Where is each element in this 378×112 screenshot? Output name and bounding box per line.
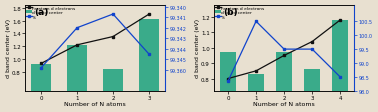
Fe atom d electrons: [310, 42, 314, 43]
Fe atom d electrons: [254, 71, 258, 72]
S: [226, 81, 230, 82]
Line: S: S: [40, 14, 150, 69]
Bar: [220, 53, 236, 112]
Bar: [139, 20, 159, 112]
Fe atom d electrons: [338, 20, 342, 22]
S: [254, 21, 258, 23]
S: [147, 54, 151, 55]
Line: Fe atom d electrons: Fe atom d electrons: [227, 19, 342, 80]
Legend: Fe atom d electrons, d band center, S: Fe atom d electrons, d band center, S: [215, 6, 265, 20]
Legend: Fe atom d electrons, d band center, S: Fe atom d electrons, d band center, S: [26, 6, 76, 20]
Y-axis label: d band center (eV): d band center (eV): [6, 19, 11, 78]
Fe atom d electrons: [111, 37, 115, 38]
S: [111, 14, 115, 16]
Bar: [304, 70, 320, 112]
Y-axis label: d band center (eV): d band center (eV): [195, 19, 200, 78]
Bar: [333, 21, 348, 112]
Text: (a): (a): [35, 8, 49, 17]
Fe atom d electrons: [75, 45, 79, 46]
Fe atom d electrons: [147, 14, 151, 16]
S: [338, 77, 342, 78]
S: [39, 67, 43, 69]
Bar: [31, 64, 51, 112]
X-axis label: Number of N atoms: Number of N atoms: [253, 102, 315, 107]
S: [75, 28, 79, 29]
Fe atom d electrons: [226, 78, 230, 80]
Bar: [67, 45, 87, 112]
Bar: [103, 69, 123, 112]
Bar: [276, 53, 292, 112]
S: [310, 49, 314, 50]
Bar: [248, 74, 264, 112]
S: [282, 49, 287, 50]
Line: Fe atom d electrons: Fe atom d electrons: [40, 14, 150, 65]
Fe atom d electrons: [39, 63, 43, 65]
X-axis label: Number of N atoms: Number of N atoms: [64, 102, 126, 107]
Text: (b): (b): [224, 8, 239, 17]
Line: S: S: [227, 21, 342, 83]
Fe atom d electrons: [282, 55, 287, 57]
